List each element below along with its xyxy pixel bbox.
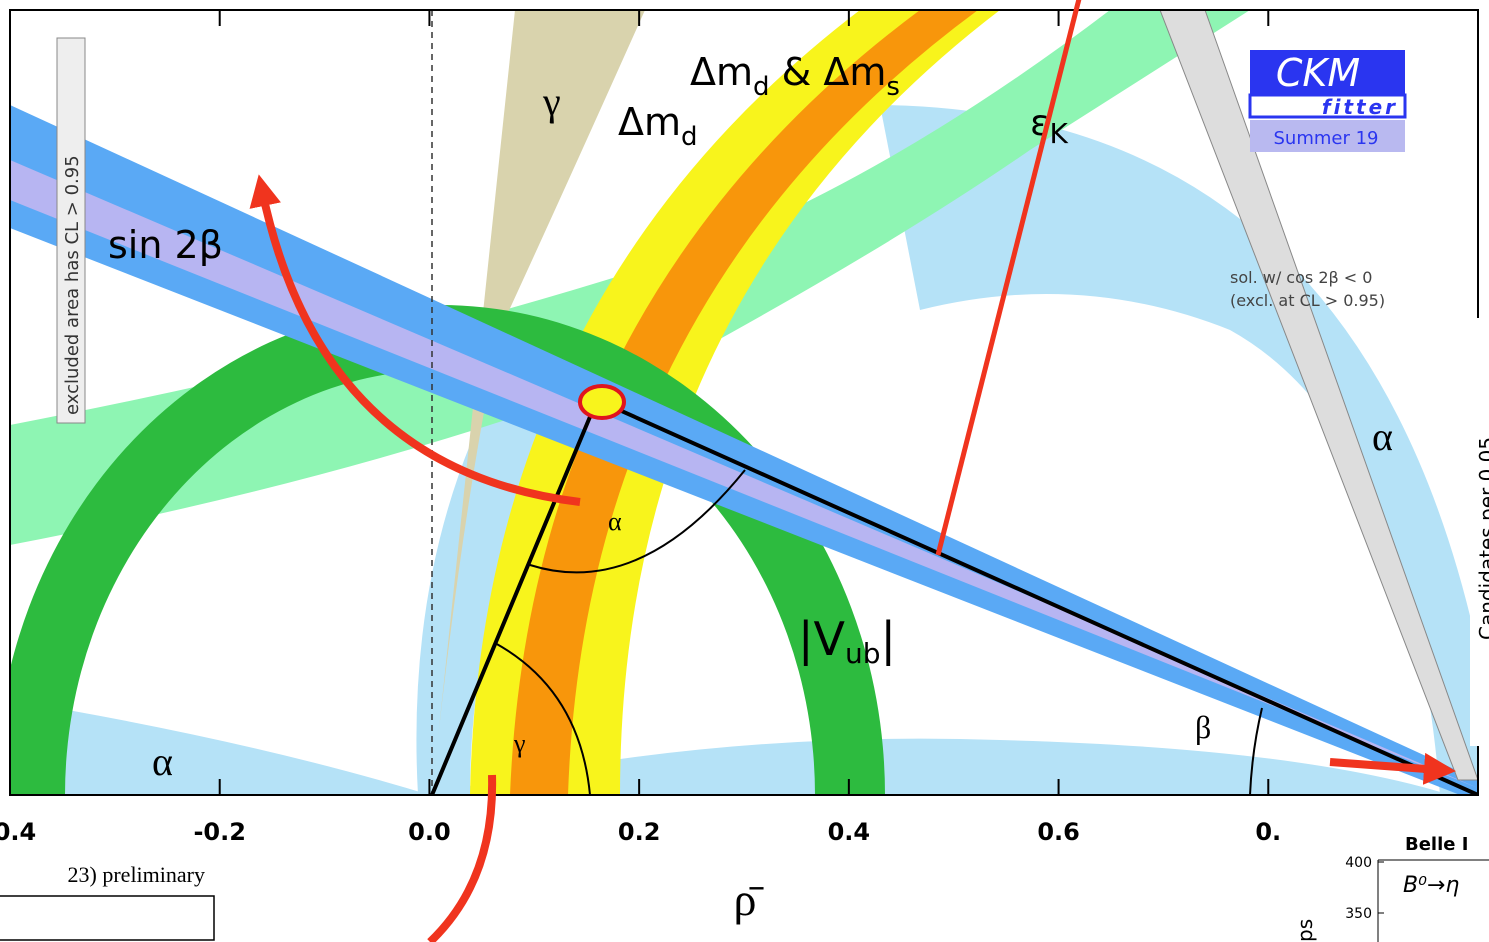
inset-bg xyxy=(1290,830,1489,942)
caption-box xyxy=(0,895,215,941)
plot-area xyxy=(10,10,1478,795)
inset-process: B⁰→η xyxy=(1403,873,1459,898)
alpha-region xyxy=(430,738,1450,795)
label-sub: ub xyxy=(845,637,881,670)
alpha-region xyxy=(10,700,430,795)
x-tick-label: 0.2 xyxy=(618,818,661,846)
vub-label: |Vub| xyxy=(798,612,896,670)
excluded-note: excluded area has CL > 0.95 xyxy=(62,155,83,415)
x-tick-label: -0.2 xyxy=(193,818,245,846)
side-panel xyxy=(1470,318,1489,746)
caption-fragment: 23) preliminary xyxy=(68,862,205,887)
x-axis: -0.4 -0.2 0.0 0.2 0.4 0.6 0. xyxy=(0,10,1281,846)
inset-ylabel: ps xyxy=(1293,919,1317,942)
logo-edition-bg xyxy=(1250,120,1405,152)
dm-d-label: Δmd xyxy=(618,100,698,152)
beta-label: β xyxy=(1195,709,1211,745)
gamma-arc xyxy=(494,642,591,795)
alpha-label: α xyxy=(152,739,173,784)
arrow xyxy=(427,774,497,942)
logo-sub: fitter xyxy=(1322,95,1398,119)
sol-note: sol. w/ cos 2β < 0 xyxy=(1230,268,1372,287)
alpha-region xyxy=(880,105,1478,795)
beta-arc xyxy=(1249,707,1263,795)
excluded-box xyxy=(56,37,86,424)
label-part: |V xyxy=(798,612,845,667)
gamma-label: γ xyxy=(513,729,526,758)
inset-title: Belle I xyxy=(1405,834,1468,855)
x-tick-label: 0.4 xyxy=(828,818,871,846)
label-sub: K xyxy=(1049,117,1068,150)
dm-band xyxy=(470,10,1000,795)
cos2b-wedge xyxy=(1159,10,1478,781)
logo-band xyxy=(1248,93,1407,119)
gamma-label: γ xyxy=(542,79,561,124)
alpha-label: α xyxy=(608,507,622,536)
x-tick-label: 0.6 xyxy=(1037,818,1080,846)
apex-region xyxy=(578,384,626,420)
x-tick-label: 0. xyxy=(1255,818,1281,846)
label-part: Δm xyxy=(690,50,753,94)
label-part: Δm xyxy=(618,100,681,144)
alpha-label: α xyxy=(1372,414,1393,459)
alpha-arc xyxy=(529,469,746,574)
label-part: & Δm xyxy=(770,50,887,94)
side-ylabel: Candidates per 0.05 xyxy=(1475,437,1489,640)
x-axis-label: ρ̄ xyxy=(734,874,765,925)
inset-tick-label: 400 xyxy=(1345,855,1372,871)
arrow xyxy=(249,174,581,506)
inset-axis: 400 350 xyxy=(1345,855,1384,922)
inset-tick-label: 350 xyxy=(1345,906,1372,922)
x-tick-label: -0.4 xyxy=(0,818,36,846)
label-sub: d xyxy=(681,122,698,152)
label-sub: d xyxy=(753,72,770,102)
label-sub: s xyxy=(886,72,900,102)
logo-top xyxy=(1250,50,1405,95)
sol-note: (excl. at CL > 0.95) xyxy=(1230,291,1385,310)
arrow xyxy=(1329,752,1456,785)
logo-edition: Summer 19 xyxy=(1273,128,1378,149)
label-part: | xyxy=(881,612,897,667)
arrow-line xyxy=(935,0,1082,556)
sin2b-label: sin 2β xyxy=(108,223,223,267)
logo-name: CKM xyxy=(1276,51,1360,95)
dm-ds-label: Δmd & Δms xyxy=(690,50,900,102)
sin2b-band xyxy=(10,105,1478,795)
x-tick-label: 0.0 xyxy=(408,818,451,846)
